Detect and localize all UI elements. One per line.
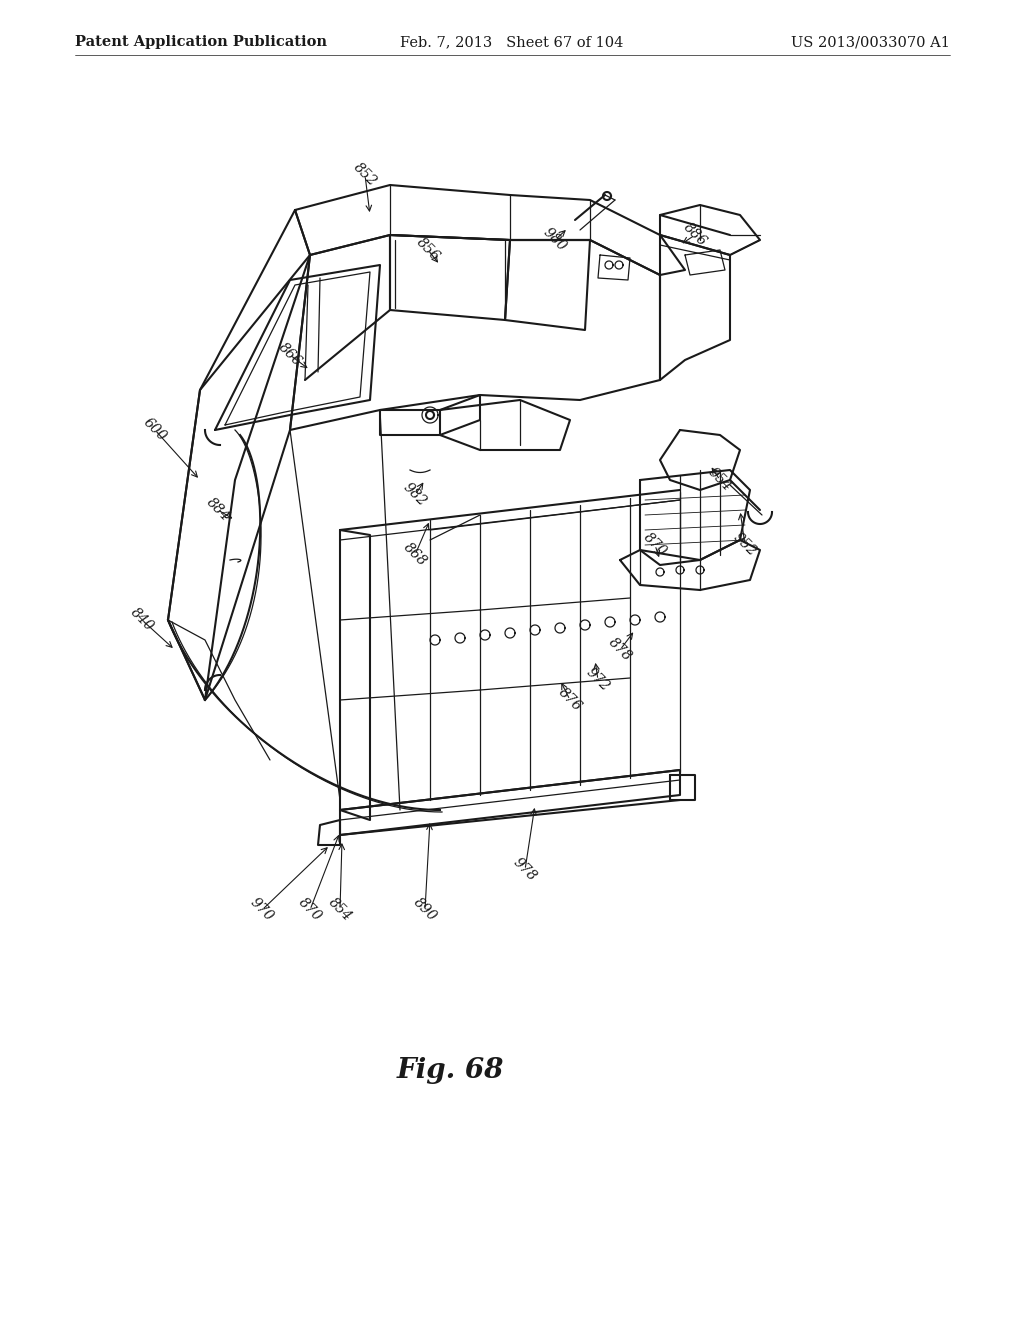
- Text: 970: 970: [248, 896, 276, 924]
- Text: 982: 982: [400, 480, 429, 510]
- Text: 856: 856: [414, 236, 442, 264]
- Text: Patent Application Publication: Patent Application Publication: [75, 36, 327, 49]
- Text: 840: 840: [128, 606, 157, 635]
- Text: 890: 890: [411, 896, 439, 924]
- Text: 866: 866: [275, 341, 304, 370]
- Text: Feb. 7, 2013   Sheet 67 of 104: Feb. 7, 2013 Sheet 67 of 104: [400, 36, 624, 49]
- Text: 978: 978: [511, 855, 540, 884]
- Text: 600: 600: [140, 416, 169, 445]
- Text: 852: 852: [350, 161, 379, 189]
- Text: 876: 876: [556, 685, 585, 714]
- Text: Fig. 68: Fig. 68: [396, 1056, 504, 1084]
- Text: 868: 868: [400, 541, 429, 569]
- Text: 854: 854: [326, 896, 354, 924]
- Text: 886: 886: [681, 220, 710, 249]
- Text: 980: 980: [541, 226, 569, 255]
- Text: 870: 870: [296, 896, 325, 924]
- Text: 878: 878: [605, 636, 634, 664]
- Text: 884: 884: [204, 495, 232, 524]
- Text: 972: 972: [584, 665, 612, 694]
- Text: 954: 954: [706, 466, 734, 495]
- Text: 952: 952: [731, 531, 760, 560]
- Text: 870: 870: [641, 531, 670, 560]
- Text: US 2013/0033070 A1: US 2013/0033070 A1: [792, 36, 950, 49]
